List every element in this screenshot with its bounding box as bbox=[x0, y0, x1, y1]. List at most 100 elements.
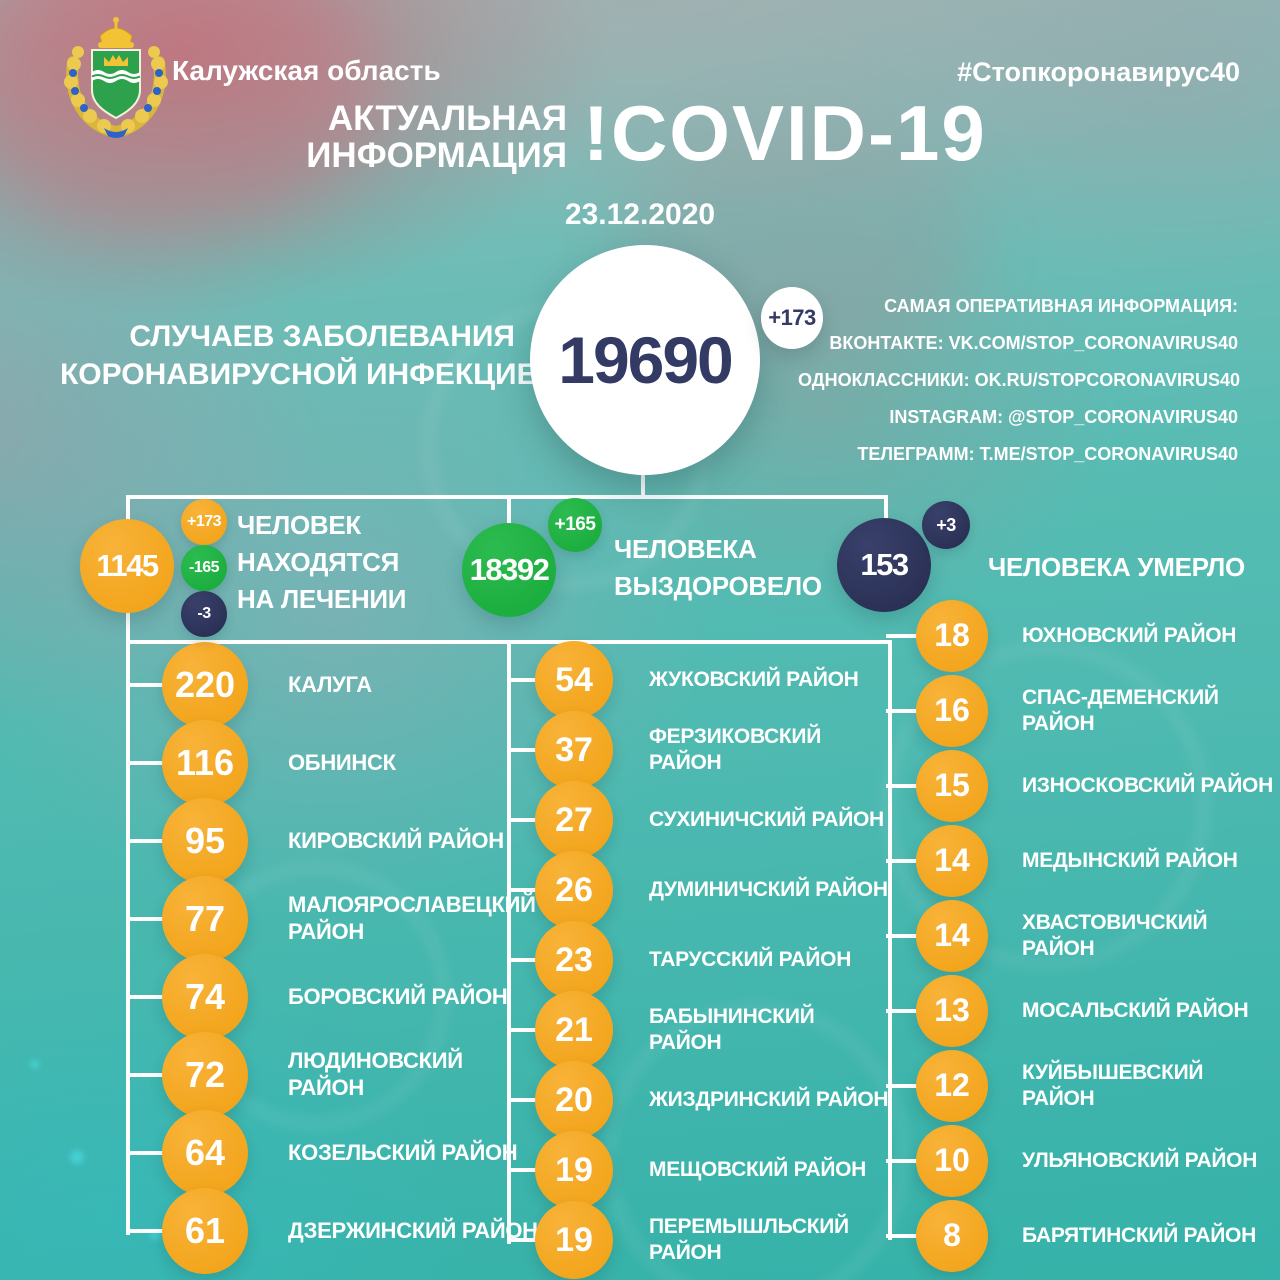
district-row: 74 БОРОВСКИЙ РАЙОН bbox=[126, 954, 546, 1040]
district-label: МОСАЛЬСКИЙ РАЙОН bbox=[1022, 998, 1249, 1022]
district-count-badge: 26 bbox=[535, 851, 613, 929]
district-label: БОРОВСКИЙ РАЙОН bbox=[288, 983, 508, 1009]
district-row: 23 ТАРУССКИЙ РАЙОН bbox=[507, 921, 892, 999]
on-treatment-badges: +173 -165 -3 bbox=[181, 499, 227, 637]
district-count-badge: 54 bbox=[535, 641, 613, 719]
total-cases-label: СЛУЧАЕВ ЗАБОЛЕВАНИЯ КОРОНАВИРУСНОЙ ИНФЕК… bbox=[60, 318, 559, 394]
district-label: СПАС-ДЕМЕНСКИЙ РАЙОН bbox=[1022, 685, 1219, 735]
district-row: 20 ЖИЗДРИНСКИЙ РАЙОН bbox=[507, 1061, 892, 1139]
deaths-label-line1: ЧЕЛОВЕКА УМЕРЛО bbox=[988, 552, 1245, 582]
recovered-label-line2: ВЫЗДОРОВЕЛО bbox=[614, 571, 822, 601]
district-count-badge: 18 bbox=[916, 599, 988, 672]
district-label: УЛЬЯНОВСКИЙ РАЙОН bbox=[1022, 1148, 1258, 1172]
district-label: ИЗНОСКОВСКИЙ РАЙОН bbox=[1022, 773, 1273, 797]
district-label: ДЗЕРЖИНСКИЙ РАЙОН bbox=[288, 1217, 538, 1243]
recovered-badges: +165 bbox=[548, 498, 602, 552]
deaths-label: ЧЕЛОВЕКА УМЕРЛО bbox=[988, 549, 1245, 586]
district-count-badge: 10 bbox=[916, 1124, 988, 1197]
district-row: 21 БАБЫНИНСКИЙ РАЙОН bbox=[507, 991, 892, 1069]
delta-badge: -165 bbox=[181, 545, 227, 591]
hashtag: #Стопкоронавирус40 bbox=[957, 57, 1240, 87]
district-label: БАБЫНИНСКИЙ РАЙОН bbox=[649, 1005, 815, 1054]
social-instagram: INSTAGRAM: @STOP_CORONAVIRUS40 bbox=[889, 407, 1238, 427]
bg-cyan-dot-decoration bbox=[70, 1150, 84, 1164]
district-count-badge: 77 bbox=[162, 876, 248, 962]
district-row: 27 СУХИНИЧСКИЙ РАЙОН bbox=[507, 781, 892, 859]
title-line1: АКТУАЛЬНАЯ bbox=[327, 99, 567, 138]
district-column-right: 18 ЮХНОВСКИЙ РАЙОН 16 СПАС-ДЕМЕНСКИЙ РАЙ… bbox=[886, 598, 1280, 1273]
recovered-circle: 18392 bbox=[462, 523, 556, 617]
title-line2: ИНФОРМАЦИЯ bbox=[306, 136, 567, 175]
total-cases-delta-badge: +173 bbox=[761, 287, 823, 349]
district-row: 10 УЛЬЯНОВСКИЙ РАЙОН bbox=[886, 1123, 1280, 1198]
district-label: МЕЩОВСКИЙ РАЙОН bbox=[649, 1158, 867, 1182]
district-label: ДУМИНИЧСКИЙ РАЙОН bbox=[649, 878, 888, 902]
district-row: 14 ХВАСТОВИЧСКИЙ РАЙОН bbox=[886, 898, 1280, 973]
district-row: 77 МАЛОЯРОСЛАВЕЦКИЙ РАЙОН bbox=[126, 876, 546, 962]
social-ok: ОДНОКЛАССНИКИ: OK.RU/STOPCORONAVIRUS40 bbox=[798, 370, 1240, 390]
district-count-badge: 13 bbox=[916, 974, 988, 1047]
district-row: 15 ИЗНОСКОВСКИЙ РАЙОН bbox=[886, 748, 1280, 823]
social-telegram: ТЕЛЕГРАММ: T.ME/STOP_CORONAVIRUS40 bbox=[857, 444, 1238, 464]
district-row: 13 МОСАЛЬСКИЙ РАЙОН bbox=[886, 973, 1280, 1048]
district-row: 8 БАРЯТИНСКИЙ РАЙОН bbox=[886, 1198, 1280, 1273]
district-row: 116 ОБНИНСК bbox=[126, 720, 546, 806]
district-label: ХВАСТОВИЧСКИЙ РАЙОН bbox=[1022, 910, 1208, 960]
district-label: ОБНИНСК bbox=[288, 749, 396, 775]
district-row: 12 КУЙБЫШЕВСКИЙ РАЙОН bbox=[886, 1048, 1280, 1123]
district-count-badge: 16 bbox=[916, 674, 988, 747]
social-info-block: САМАЯ ОПЕРАТИВНАЯ ИНФОРМАЦИЯ: ВКОНТАКТЕ:… bbox=[798, 288, 1240, 473]
district-row: 95 КИРОВСКИЙ РАЙОН bbox=[126, 798, 546, 884]
district-label: ЛЮДИНОВСКИЙ РАЙОН bbox=[288, 1048, 463, 1100]
recovered-label: ЧЕЛОВЕКА ВЫЗДОРОВЕЛО bbox=[614, 531, 822, 605]
district-label: ЮХНОВСКИЙ РАЙОН bbox=[1022, 623, 1237, 647]
district-label: ПЕРЕМЫШЛЬСКИЙ РАЙОН bbox=[649, 1215, 849, 1264]
delta-badge: +165 bbox=[548, 498, 602, 552]
delta-badge: -3 bbox=[181, 591, 227, 637]
deaths-badges: +3 bbox=[922, 501, 970, 549]
recovered-label-line1: ЧЕЛОВЕКА bbox=[614, 534, 757, 564]
region-title: Калужская область bbox=[172, 55, 441, 86]
district-label: СУХИНИЧСКИЙ РАЙОН bbox=[649, 808, 884, 832]
district-row: 72 ЛЮДИНОВСКИЙ РАЙОН bbox=[126, 1032, 546, 1118]
district-count-badge: 37 bbox=[535, 711, 613, 789]
connector-vertical-middle bbox=[507, 640, 511, 1244]
district-row: 61 ДЗЕРЖИНСКИЙ РАЙОН bbox=[126, 1188, 546, 1274]
on-treatment-label-line3: НА ЛЕЧЕНИИ bbox=[237, 584, 407, 614]
district-count-badge: 19 bbox=[535, 1201, 613, 1279]
district-count-badge: 12 bbox=[916, 1049, 988, 1122]
total-cases-label-line2: КОРОНАВИРУСНОЙ ИНФЕКЦИЕЙ bbox=[60, 358, 559, 391]
connector-stem-deaths bbox=[884, 495, 888, 527]
district-row: 16 СПАС-ДЕМЕНСКИЙ РАЙОН bbox=[886, 673, 1280, 748]
title-actual-info: АКТУАЛЬНАЯ ИНФОРМАЦИЯ bbox=[230, 100, 567, 174]
district-count-badge: 27 bbox=[535, 781, 613, 859]
district-label: ЖИЗДРИНСКИЙ РАЙОН bbox=[649, 1088, 889, 1112]
connector-vertical-right bbox=[888, 640, 892, 1240]
district-count-badge: 74 bbox=[162, 954, 248, 1040]
report-date: 23.12.2020 bbox=[564, 198, 716, 231]
on-treatment-label-line2: НАХОДЯТСЯ bbox=[237, 547, 399, 577]
district-count-badge: 19 bbox=[535, 1131, 613, 1209]
district-row: 14 МЕДЫНСКИЙ РАЙОН bbox=[886, 823, 1280, 898]
district-label: КУЙБЫШЕВСКИЙ РАЙОН bbox=[1022, 1060, 1204, 1110]
district-row: 19 ПЕРЕМЫШЛЬСКИЙ РАЙОН bbox=[507, 1201, 892, 1279]
district-label: ФЕРЗИКОВСКИЙ РАЙОН bbox=[649, 725, 821, 774]
district-row: 26 ДУМИНИЧСКИЙ РАЙОН bbox=[507, 851, 892, 929]
district-count-badge: 14 bbox=[916, 899, 988, 972]
on-treatment-circle: 1145 bbox=[80, 519, 174, 613]
district-count-badge: 220 bbox=[162, 642, 248, 728]
social-heading: САМАЯ ОПЕРАТИВНАЯ ИНФОРМАЦИЯ: bbox=[884, 296, 1238, 316]
on-treatment-label: ЧЕЛОВЕК НАХОДЯТСЯ НА ЛЕЧЕНИИ bbox=[237, 507, 406, 618]
district-row: 19 МЕЩОВСКИЙ РАЙОН bbox=[507, 1131, 892, 1209]
district-count-badge: 8 bbox=[916, 1199, 988, 1272]
district-column-middle: 54 ЖУКОВСКИЙ РАЙОН 37 ФЕРЗИКОВСКИЙ РАЙОН… bbox=[507, 641, 892, 1279]
district-label: ЖУКОВСКИЙ РАЙОН bbox=[649, 668, 859, 692]
deaths-circle: 153 bbox=[837, 518, 931, 612]
district-label: МЕДЫНСКИЙ РАЙОН bbox=[1022, 848, 1238, 872]
delta-badge: +173 bbox=[181, 499, 227, 545]
imperial-crown-icon bbox=[98, 17, 134, 48]
covid-title: !COVID-19 bbox=[583, 89, 987, 177]
bg-cyan-dot-decoration bbox=[30, 1060, 39, 1069]
district-count-badge: 20 bbox=[535, 1061, 613, 1139]
